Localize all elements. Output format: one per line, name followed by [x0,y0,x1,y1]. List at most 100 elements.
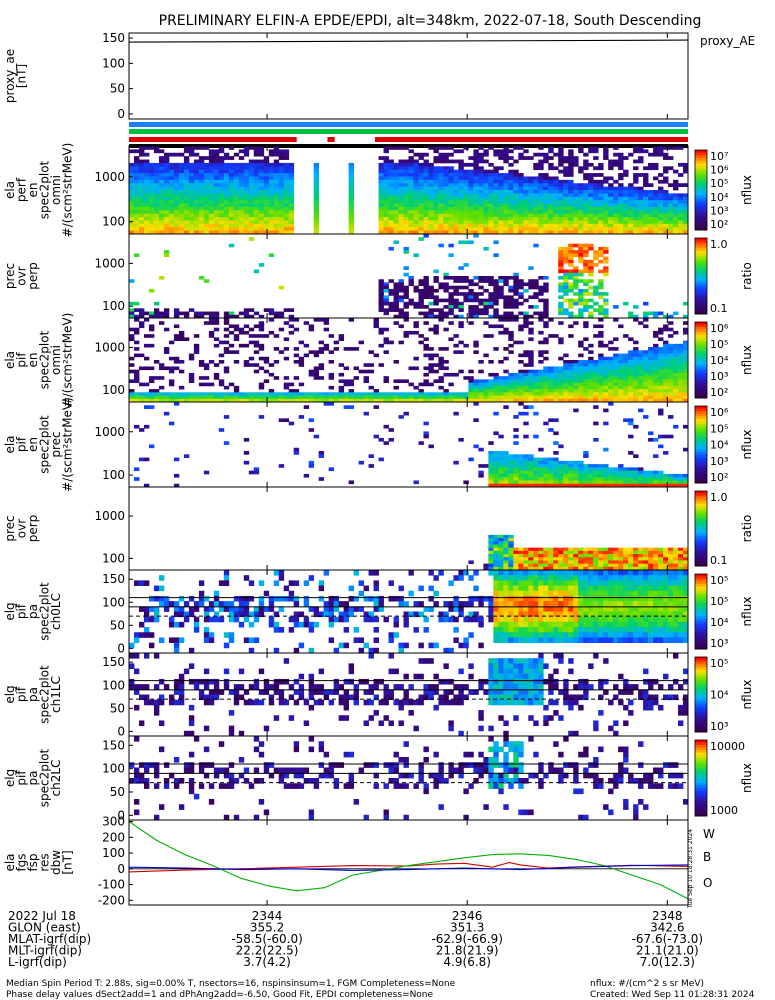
spectrogram-cell [288,166,295,171]
spectrogram-cell [248,179,255,184]
pitch-angle-cell [148,606,155,612]
spectrogram-cell [623,156,629,160]
spectrogram-cell [238,327,245,332]
spectrogram-cell [258,190,265,194]
spectrogram-cell [568,272,574,277]
spectrogram-cell [663,196,669,201]
spectrogram-cell [393,398,399,403]
spectrogram-cell [663,376,669,380]
spectrogram-cell [558,382,564,387]
spectrogram-cell [613,372,619,377]
spectrogram-cell [493,563,499,568]
spectrogram-cell [618,152,624,157]
spectrogram-cell [503,547,509,552]
spectrogram-cell [653,566,659,571]
spectrogram-cell [613,385,619,390]
spectrogram-cell [568,395,574,400]
spectrogram-cell [608,376,614,380]
spectrogram-cell [483,206,489,211]
spectrogram-cell [658,327,664,332]
spectrogram-cell [283,176,290,181]
spectrogram-cell [348,480,354,485]
spectrogram-cell [178,337,185,342]
spectrogram-cell [133,340,140,345]
spectrogram-cell [623,557,629,561]
spectrogram-cell [493,483,499,488]
spectrogram-cell [138,173,145,177]
spectrogram-cell [218,196,225,201]
spectrogram-cell [248,230,255,235]
spectrogram-cell [428,227,434,232]
spectrogram-cell [528,392,534,396]
spectrogram-cell [158,179,165,184]
spectrogram-cell [523,149,529,154]
spectrogram-cell [678,477,684,481]
spectrogram-cell [593,366,599,371]
spectrogram-cell [683,554,689,558]
spectrogram-cell [643,314,649,319]
spectrogram-cell [393,230,399,235]
spectrogram-cell [498,227,504,232]
spectrogram-cell [428,292,434,296]
spectrogram-cell [653,343,659,348]
spectrogram-cell [658,395,664,400]
spectrogram-cell [618,363,624,367]
spectrogram-cell [478,220,484,225]
spectrogram-cell [388,190,394,194]
spectrogram-cell [563,200,569,204]
spectrogram-cell [193,334,200,338]
spectrogram-cell [448,186,454,191]
spectrogram-cell [643,483,649,488]
spectrogram-cell [168,193,175,198]
spectrogram-cell [648,166,654,171]
spectrogram-cell [558,246,564,251]
spectrogram-cell [393,196,399,201]
colorbar-step [695,187,707,191]
spectrogram-cell [608,473,614,478]
spectrogram-cell [488,206,494,211]
spectrogram-cell [468,395,474,400]
spectrogram-cell [618,483,624,488]
spectrogram-cell [618,156,624,160]
spectrogram-cell [298,363,305,367]
spectrogram-cell [563,213,569,218]
spectrogram-cell [538,186,544,191]
spectrogram-cell [428,223,434,228]
spectrogram-cell [438,217,444,221]
spectrogram-cell [508,334,514,338]
spectrogram-cell [308,327,315,332]
spectrogram-cell [608,363,614,367]
spectrogram-cell [398,288,404,293]
spectrogram-cell [533,186,539,191]
spectrogram-cell [393,379,399,384]
spectrogram-cell [628,152,634,157]
spectrogram-cell [593,467,599,472]
spectrogram-cell [598,193,604,198]
pitch-angle-cell [158,637,165,644]
spectrogram-cell [668,327,674,332]
spectrogram-cell [463,200,469,204]
spectrogram-cell [403,250,409,254]
spectrogram-cell [553,210,559,215]
spectrogram-cell [613,547,619,552]
spectrogram-cell [133,176,140,181]
spectrogram-cell [503,196,509,201]
spectrogram-cell [223,395,230,400]
spectrogram-cell [613,360,619,364]
spectrogram-cell [443,230,449,235]
spectrogram-cell [518,360,524,364]
spectrogram-cell [548,428,554,432]
spectrogram-cell [558,193,564,198]
spectrogram-cell [663,179,669,184]
spectrogram-cell [643,206,649,211]
spectrogram-cell [633,385,639,390]
spectrogram-cell [348,190,354,194]
spectrogram-cell [678,343,684,348]
spectrogram-cell [258,149,265,154]
spectrogram-cell [493,217,499,221]
spectrogram-cell [653,230,659,235]
pitch-angle-cell [153,611,160,618]
spectrogram-cell [198,159,205,164]
spectrogram-cell [568,301,574,306]
spectrogram-cell [538,206,544,211]
